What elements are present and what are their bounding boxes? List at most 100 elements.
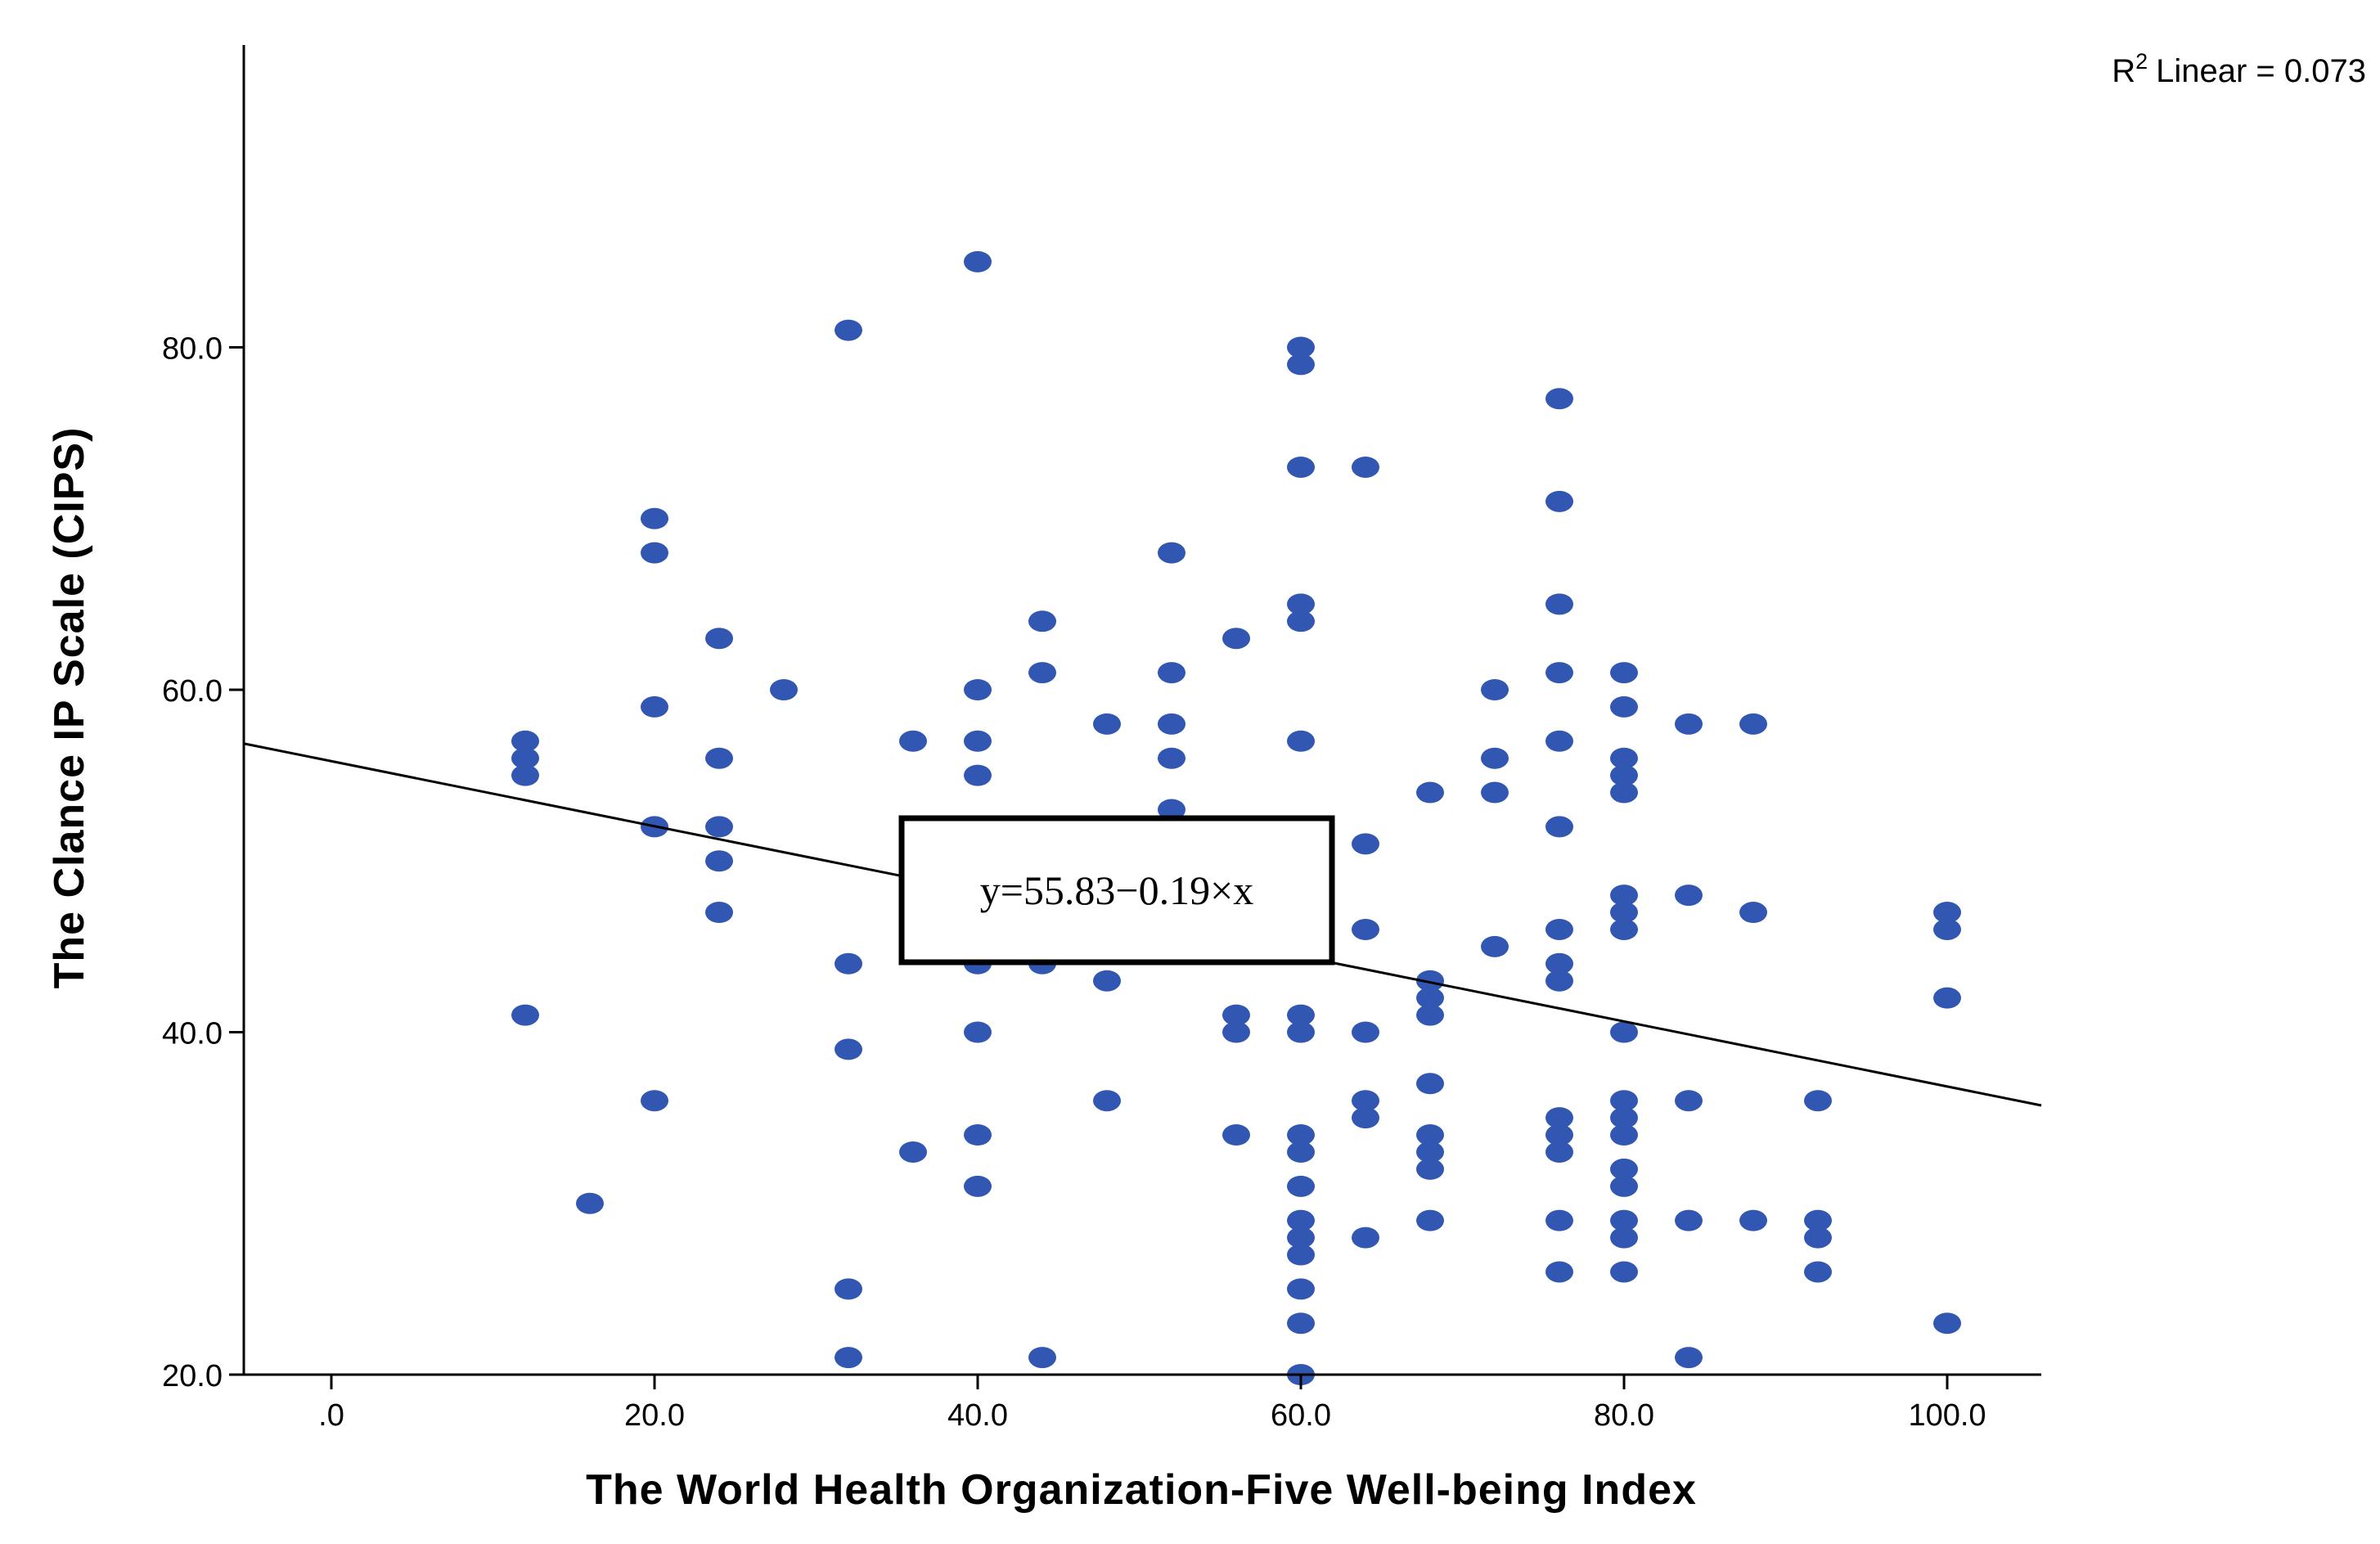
data-point: [1222, 1124, 1250, 1146]
data-point: [1610, 918, 1638, 940]
data-point: [1610, 1261, 1638, 1283]
data-point: [1287, 1227, 1315, 1249]
data-point: [835, 952, 862, 975]
x-tick-label: 60.0: [1271, 1398, 1331, 1433]
data-point: [964, 730, 992, 752]
data-point: [1158, 542, 1186, 564]
data-point: [705, 628, 733, 650]
data-point: [964, 1124, 992, 1146]
data-point: [1545, 1261, 1573, 1283]
data-point: [1545, 662, 1573, 684]
data-point: [511, 764, 539, 786]
data-point: [1416, 1004, 1444, 1026]
data-point: [1222, 628, 1250, 650]
data-point: [1610, 1227, 1638, 1249]
data-point: [1158, 799, 1186, 821]
data-point: [1739, 1209, 1767, 1231]
data-point: [1675, 885, 1703, 907]
x-axis-title: The World Health Organization-Five Well-…: [586, 1466, 1697, 1514]
data-point: [770, 679, 798, 700]
data-point: [835, 1347, 862, 1369]
data-point: [964, 1021, 992, 1043]
data-point: [1093, 713, 1121, 735]
data-point: [1610, 1175, 1638, 1197]
data-point: [641, 507, 668, 529]
data-point: [1287, 1278, 1315, 1300]
data-point: [1416, 1073, 1444, 1095]
data-point: [1222, 1004, 1250, 1026]
data-point: [1545, 970, 1573, 992]
points-layer: [511, 250, 1961, 1385]
data-point: [1804, 1227, 1832, 1249]
data-point: [1287, 610, 1315, 632]
x-tick-label: .0: [318, 1398, 344, 1433]
data-point: [964, 250, 992, 272]
data-point: [1416, 1124, 1444, 1146]
equation-label: y=55.83−0.19×x: [980, 867, 1254, 913]
data-point: [1416, 1209, 1444, 1231]
data-point: [1545, 816, 1573, 838]
data-point: [1933, 987, 1961, 1009]
data-point: [1675, 713, 1703, 735]
data-point: [899, 1141, 927, 1163]
equation-box: y=55.83−0.19×x: [898, 815, 1335, 966]
data-point: [1352, 918, 1379, 940]
data-point: [1287, 1004, 1315, 1026]
y-tick-label: 60.0: [162, 674, 223, 709]
data-point: [1352, 1021, 1379, 1043]
data-point: [835, 1278, 862, 1300]
data-point: [1481, 747, 1509, 769]
data-point: [641, 695, 668, 718]
data-point: [1675, 1090, 1703, 1112]
x-tick-label: 80.0: [1594, 1398, 1654, 1433]
data-point: [1481, 679, 1509, 700]
data-point: [1933, 918, 1961, 940]
data-point: [1545, 1124, 1573, 1146]
y-tick-label: 40.0: [162, 1017, 223, 1051]
data-point: [1610, 1158, 1638, 1180]
data-point: [1352, 833, 1379, 855]
data-point: [1352, 1227, 1379, 1249]
data-point: [899, 730, 927, 752]
data-point: [511, 1004, 539, 1026]
data-point: [1352, 456, 1379, 478]
data-point: [1610, 695, 1638, 718]
data-point: [1158, 747, 1186, 769]
data-point: [1287, 1244, 1315, 1266]
data-point: [1287, 456, 1315, 478]
r2-annotation: R2 Linear = 0.073: [2112, 49, 2366, 89]
data-point: [705, 850, 733, 872]
data-point: [1287, 353, 1315, 376]
y-tick-label: 20.0: [162, 1359, 223, 1393]
data-point: [1287, 730, 1315, 752]
x-tick-label: 100.0: [1908, 1398, 1986, 1433]
data-point: [641, 1090, 668, 1112]
data-point: [1739, 902, 1767, 924]
x-tick-label: 20.0: [624, 1398, 685, 1433]
data-point: [1416, 1141, 1444, 1163]
data-point: [1610, 781, 1638, 804]
data-point: [1675, 1209, 1703, 1231]
data-point: [1093, 1090, 1121, 1112]
y-tick-label: 80.0: [162, 332, 223, 367]
data-point: [1545, 1107, 1573, 1129]
data-point: [1287, 1141, 1315, 1163]
data-point: [1222, 1021, 1250, 1043]
data-point: [1287, 1175, 1315, 1197]
data-point: [1093, 970, 1121, 992]
data-point: [1610, 1124, 1638, 1146]
data-point: [1933, 1312, 1961, 1335]
data-point: [1933, 902, 1961, 924]
axes-layer: [242, 45, 2041, 1376]
data-point: [1481, 935, 1509, 957]
data-point: [641, 542, 668, 564]
data-point: [1158, 662, 1186, 684]
data-point: [1287, 1209, 1315, 1231]
data-point: [1416, 1158, 1444, 1180]
data-point: [1739, 713, 1767, 735]
data-point: [1610, 747, 1638, 769]
data-point: [1352, 1090, 1379, 1112]
data-point: [1416, 987, 1444, 1009]
data-point: [705, 747, 733, 769]
